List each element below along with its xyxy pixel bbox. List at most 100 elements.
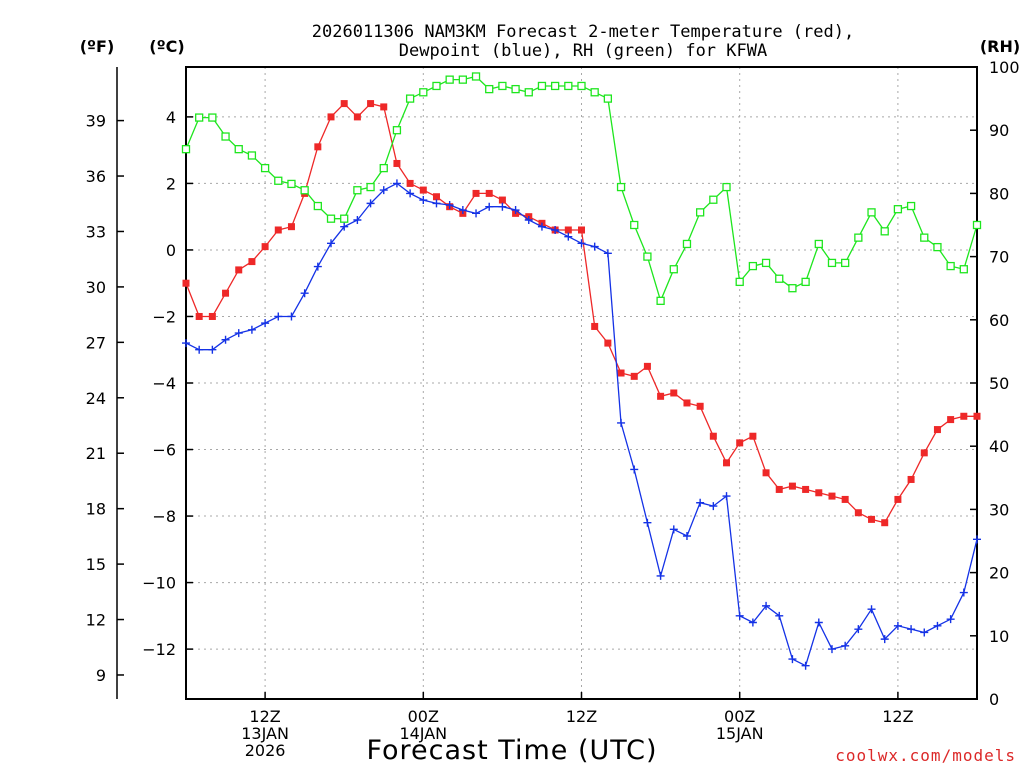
data-point	[630, 220, 639, 230]
data-point	[353, 113, 361, 121]
data-point	[445, 75, 454, 84]
rh-tick-label: 90	[989, 121, 1009, 140]
data-point	[392, 126, 402, 135]
data-point	[234, 145, 243, 154]
data-point	[590, 242, 599, 251]
data-point	[933, 242, 942, 252]
data-point	[366, 199, 375, 208]
data-point	[340, 100, 348, 108]
data-point	[221, 335, 230, 344]
fahrenheit-tick-label: 36	[86, 167, 106, 186]
data-point	[630, 465, 639, 474]
gridlines	[186, 67, 977, 699]
data-point	[946, 615, 955, 624]
data-point	[261, 319, 270, 328]
data-point	[511, 84, 520, 94]
data-point	[827, 645, 836, 654]
fahrenheit-tick-label: 39	[86, 112, 106, 131]
data-point	[616, 182, 626, 192]
data-point	[537, 81, 547, 91]
data-point	[287, 223, 295, 231]
data-point	[696, 498, 705, 507]
time-tick-label: 12Z	[882, 707, 913, 726]
data-point	[367, 100, 375, 108]
data-point	[380, 103, 388, 111]
data-point	[682, 239, 692, 249]
data-point	[340, 214, 349, 223]
data-point	[814, 618, 823, 627]
fahrenheit-tick-label: 24	[86, 389, 106, 408]
data-point	[906, 201, 916, 211]
data-point	[314, 143, 322, 151]
data-point	[274, 226, 282, 234]
fahrenheit-tick-label: 30	[86, 278, 106, 297]
credit-text: coolwx.com/models	[835, 746, 1016, 765]
data-point	[498, 202, 507, 211]
data-point	[274, 176, 283, 185]
data-point	[564, 81, 573, 91]
data-point	[432, 81, 441, 91]
data-point	[300, 186, 309, 195]
data-point	[260, 163, 270, 173]
data-point	[775, 274, 784, 283]
data-point	[696, 208, 705, 217]
celsius-tick-label: 4	[166, 108, 176, 127]
data-point	[814, 239, 823, 249]
fahrenheit-tick-label: 33	[86, 222, 106, 241]
data-point	[973, 412, 981, 420]
data-point	[195, 345, 204, 354]
data-point	[577, 81, 586, 91]
series-line	[185, 182, 978, 667]
data-point	[841, 641, 850, 650]
rh-tick-label: 30	[989, 500, 1009, 519]
data-point	[920, 233, 929, 242]
celsius-tick-label: 0	[166, 241, 176, 260]
data-point	[458, 206, 467, 215]
celsius-tick-label: −4	[152, 374, 176, 393]
chart-title: 2026011306 NAM3KM Forecast 2-meter Tempe…	[312, 22, 854, 42]
chart-subtitle: Dewpoint (blue), RH (green) for KFWA	[399, 41, 767, 61]
data-point	[841, 258, 850, 268]
celsius-tick-label: −12	[142, 640, 176, 659]
data-point	[577, 239, 586, 248]
data-point	[761, 258, 771, 268]
data-point	[669, 525, 678, 534]
data-point	[406, 189, 415, 198]
data-point	[287, 312, 296, 321]
data-point	[405, 94, 415, 103]
data-point	[643, 518, 652, 527]
data-point	[472, 209, 481, 218]
series-dewpoint	[182, 179, 981, 670]
rh-tick-label: 50	[989, 374, 1009, 393]
data-point	[353, 186, 362, 195]
time-tick-label: 12Z	[566, 707, 597, 726]
data-point	[801, 661, 810, 670]
data-point	[722, 182, 731, 192]
data-point	[208, 312, 216, 320]
data-point	[933, 426, 941, 434]
data-point	[894, 495, 902, 503]
data-point	[657, 392, 665, 400]
data-point	[485, 202, 494, 211]
rh-tick-label: 70	[989, 248, 1009, 267]
data-point	[735, 611, 744, 620]
data-point	[722, 492, 731, 501]
data-point	[696, 402, 704, 410]
data-point	[907, 625, 916, 634]
data-point	[972, 220, 982, 230]
celsius-axis-label: (ºC)	[149, 37, 184, 56]
data-point	[498, 81, 507, 91]
data-point	[313, 201, 322, 211]
fahrenheit-ticks: 39 36 33 30 27 24 21 18 15 12 9	[86, 112, 124, 685]
data-point	[551, 225, 560, 234]
rh-tick-label: 80	[989, 184, 1009, 203]
fahrenheit-axis-label: (ºF)	[80, 37, 115, 56]
data-point	[775, 611, 784, 620]
data-point	[313, 262, 322, 271]
data-point	[195, 312, 203, 320]
data-point	[182, 279, 190, 287]
data-point	[537, 222, 546, 231]
